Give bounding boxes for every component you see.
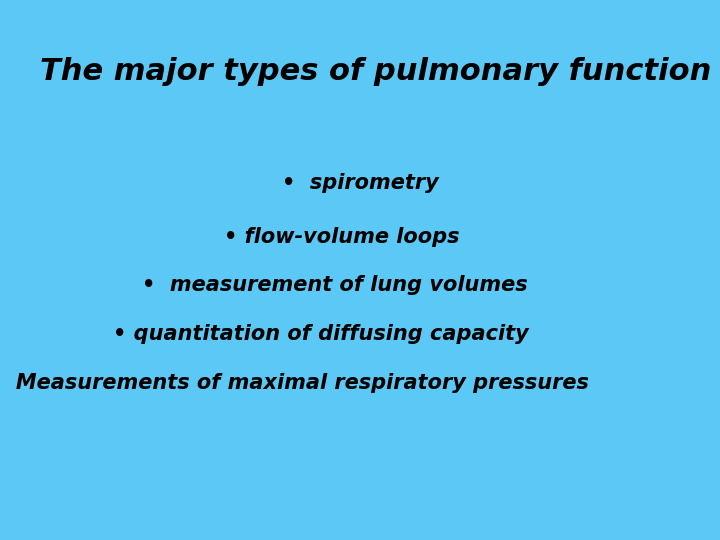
Text: •  Measurements of maximal respiratory pressures: • Measurements of maximal respiratory pr… bbox=[0, 373, 588, 393]
Text: •  measurement of lung volumes: • measurement of lung volumes bbox=[142, 275, 528, 295]
Text: • quantitation of diffusing capacity: • quantitation of diffusing capacity bbox=[112, 324, 528, 344]
Text: The major types of pulmonary function tests: The major types of pulmonary function te… bbox=[40, 57, 720, 86]
Text: • flow-volume loops: • flow-volume loops bbox=[224, 227, 460, 247]
Text: •  spirometry: • spirometry bbox=[282, 173, 438, 193]
